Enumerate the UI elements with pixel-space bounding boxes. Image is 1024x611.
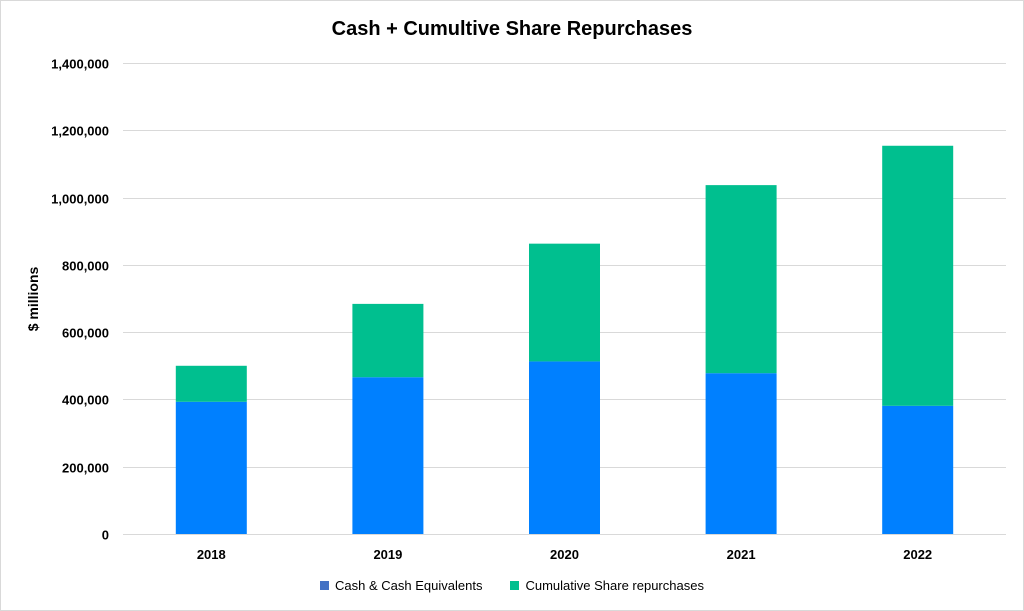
legend-item-cash: Cash & Cash Equivalents xyxy=(320,578,482,593)
x-tick-label: 2018 xyxy=(197,547,226,562)
y-tick-label: 400,000 xyxy=(62,393,109,408)
y-axis-label: $ millions xyxy=(25,266,41,332)
chart-title: Cash + Cumultive Share Repurchases xyxy=(331,18,693,40)
bar-repurchases xyxy=(705,185,777,374)
legend-label-repurchases: Cumulative Share repurchases xyxy=(525,578,704,593)
x-tick-label: 2022 xyxy=(903,547,932,562)
x-tick-label: 2020 xyxy=(550,547,579,562)
legend-swatch-repurchases xyxy=(510,581,520,590)
legend-swatch-cash xyxy=(320,581,330,590)
legend-item-repurchases: Cumulative Share repurchases xyxy=(510,578,704,593)
y-tick-label: 1,200,000 xyxy=(51,124,109,139)
bar-repurchases xyxy=(175,365,247,402)
y-tick-label: 800,000 xyxy=(62,259,109,274)
y-tick-label: 600,000 xyxy=(62,326,109,341)
y-tick-label: 1,000,000 xyxy=(51,192,109,207)
bar-cash xyxy=(529,361,600,534)
bar-cash xyxy=(175,401,247,534)
bar-cash xyxy=(705,373,777,534)
x-tick-label: 2021 xyxy=(727,547,756,562)
bar-cash xyxy=(882,405,954,534)
bar-repurchases xyxy=(529,243,600,362)
legend-label-cash: Cash & Cash Equivalents xyxy=(335,578,483,593)
bar-repurchases xyxy=(882,145,954,406)
bar-cash xyxy=(352,377,424,534)
x-tick-label: 2019 xyxy=(373,547,402,562)
y-tick-label: 1,400,000 xyxy=(51,57,109,72)
y-tick-label: 200,000 xyxy=(62,461,109,476)
chart-legend: Cash & Cash Equivalents Cumulative Share… xyxy=(1,578,1023,593)
y-tick-label: 0 xyxy=(102,528,109,543)
bar-repurchases xyxy=(352,303,424,378)
